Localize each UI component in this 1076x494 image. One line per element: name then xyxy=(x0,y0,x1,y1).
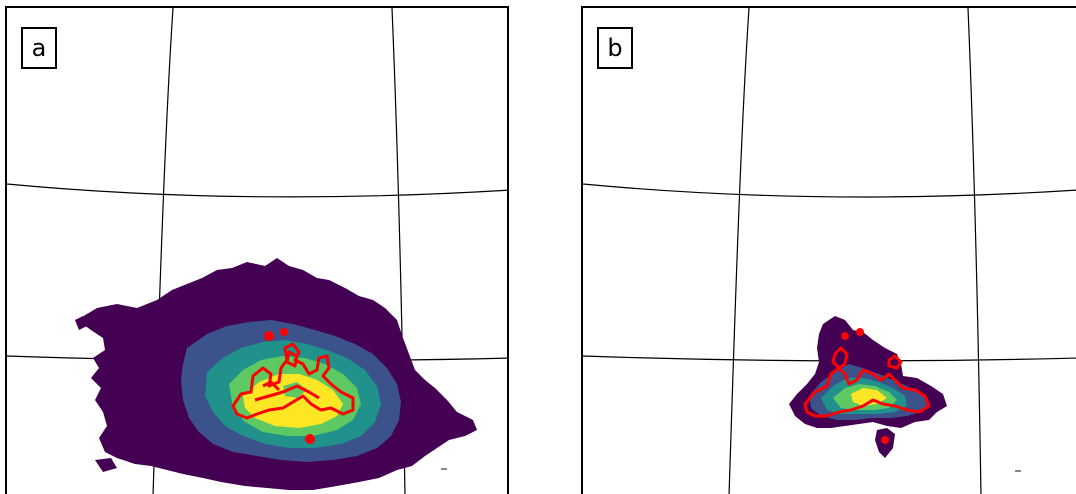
density-level-4 xyxy=(283,382,307,398)
panel-label-b: b xyxy=(597,27,633,69)
parallel-line xyxy=(7,183,507,198)
contour-line xyxy=(285,350,299,368)
map-canvas-a xyxy=(7,8,507,494)
parallel-line xyxy=(583,183,1076,198)
density-level-1 xyxy=(75,316,87,330)
contour-dot xyxy=(881,436,889,444)
density-level-1 xyxy=(95,458,117,472)
contour-dots xyxy=(264,328,315,444)
contour-line xyxy=(231,342,355,420)
contour-line xyxy=(803,366,931,418)
contour-line xyxy=(887,354,903,370)
meridian-line xyxy=(967,8,982,494)
contour-dot xyxy=(856,328,864,336)
density-field xyxy=(75,258,477,490)
panel-label-a: a xyxy=(21,27,57,69)
contour-dot xyxy=(841,332,849,340)
contour-dot xyxy=(264,331,274,341)
contour-lines xyxy=(803,346,931,418)
graticule xyxy=(583,8,1076,494)
contour-line xyxy=(831,346,849,370)
speck xyxy=(1015,470,1021,472)
speck-marks xyxy=(1015,470,1021,472)
map-panel-a: a xyxy=(5,6,509,494)
contour-line xyxy=(262,380,281,392)
contour-dot xyxy=(305,434,315,444)
contour-dots xyxy=(841,328,889,444)
speck-marks xyxy=(441,468,447,470)
contour-dot xyxy=(280,328,288,336)
contour-lines xyxy=(231,342,355,420)
speck xyxy=(441,468,447,470)
map-canvas-b xyxy=(583,8,1076,494)
density-field xyxy=(789,316,947,458)
contour-line xyxy=(254,384,320,402)
meridian-line xyxy=(728,8,750,494)
map-panel-b: b xyxy=(581,6,1076,494)
